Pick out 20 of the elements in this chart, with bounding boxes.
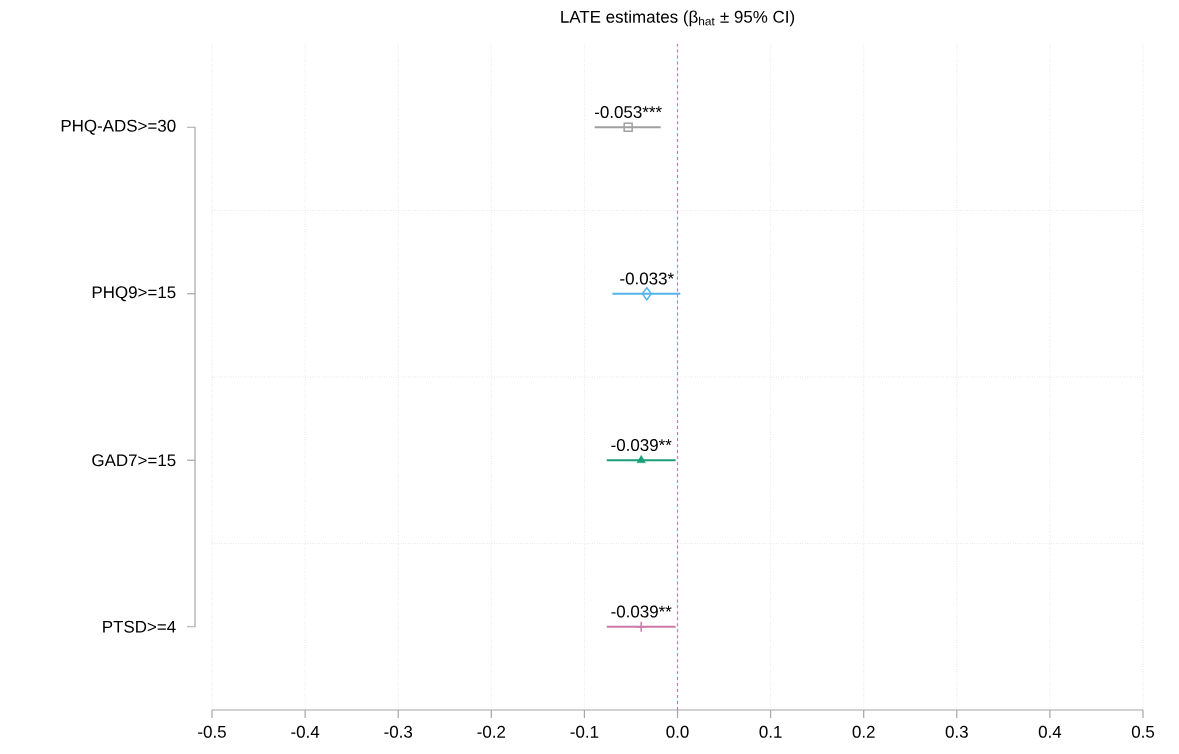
y-tick-label: PHQ-ADS>=30 [61, 119, 176, 135]
x-tick-label: 0.4 [1038, 725, 1062, 738]
data-label: -0.039** [611, 605, 672, 618]
x-tick-label: 0.2 [852, 725, 875, 738]
x-tick-label: -0.1 [570, 725, 599, 738]
data-label: -0.039** [611, 439, 672, 452]
data-label: -0.053*** [595, 106, 662, 119]
x-tick-label: 0.0 [666, 725, 689, 738]
x-tick-label: -0.5 [198, 725, 226, 738]
x-tick-label: 0.5 [1131, 725, 1155, 738]
x-tick-label: -0.2 [477, 725, 506, 738]
x-tick-label: 0.1 [759, 725, 782, 738]
x-tick-label: -0.3 [384, 725, 413, 738]
y-tick-label: PTSD>=4 [103, 620, 176, 633]
y-tick-label: PHQ9>=15 [92, 286, 176, 302]
y-tick-label: GAD7>=15 [92, 454, 176, 467]
x-tick-label: -0.4 [291, 725, 320, 738]
x-tick-label: 0.3 [945, 725, 968, 738]
data-label: -0.033* [620, 272, 674, 285]
chart-title: LATE estimates (β$_{hat}$ ± 95% CI) [561, 10, 795, 27]
